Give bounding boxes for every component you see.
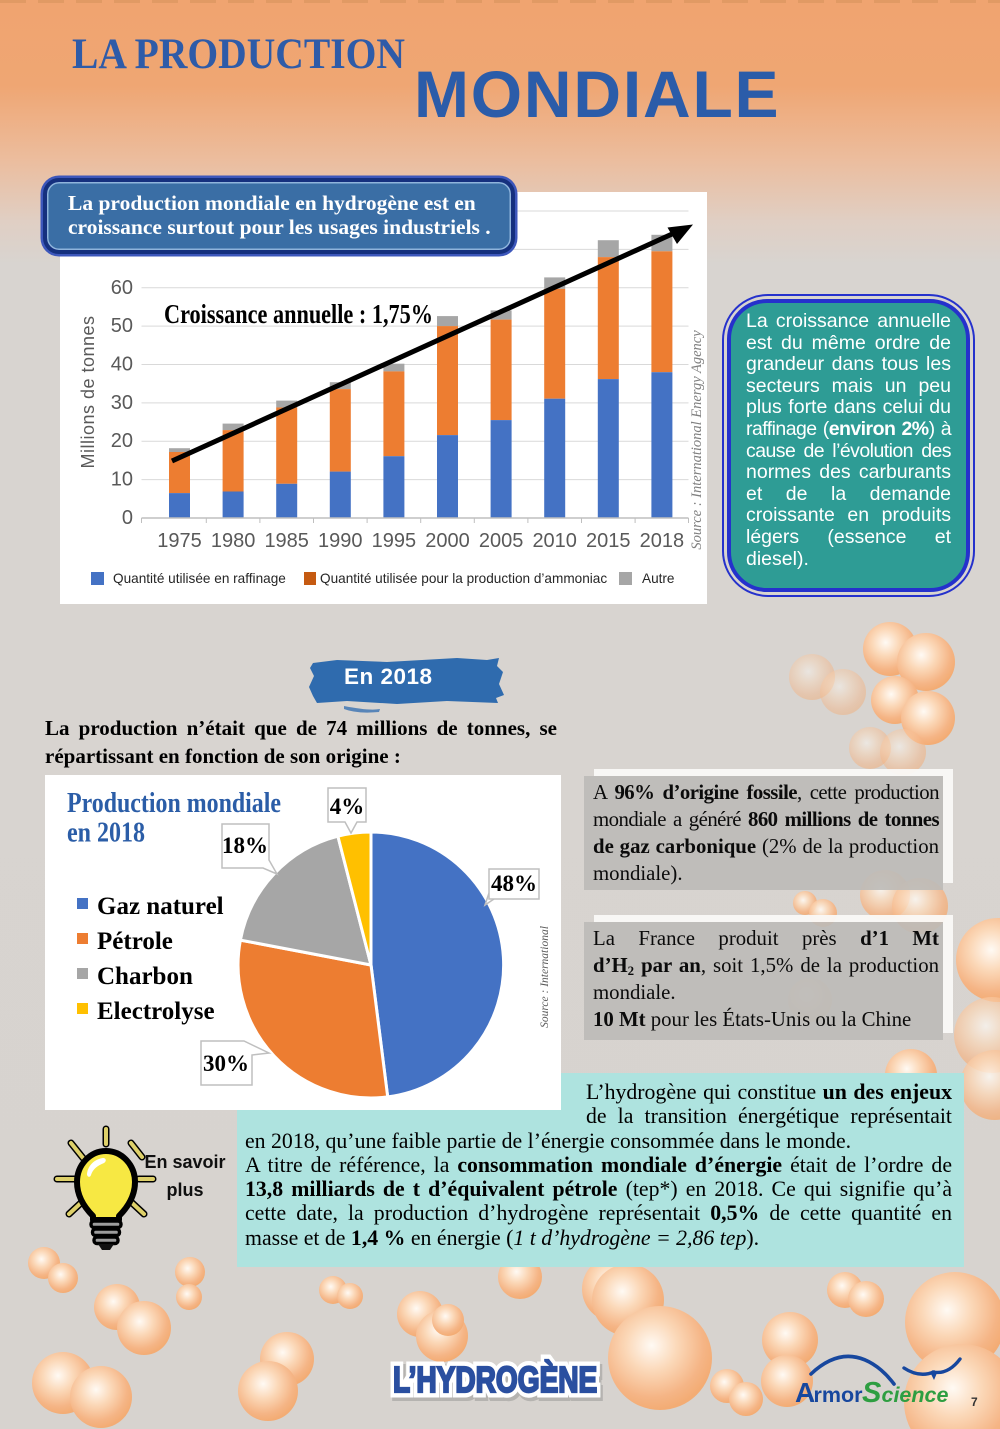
svg-text:10: 10 bbox=[111, 469, 133, 491]
svg-text:2010: 2010 bbox=[532, 530, 577, 552]
svg-text:Charbon: Charbon bbox=[97, 963, 193, 990]
svg-text:L’HYDROGÈNE: L’HYDROGÈNE bbox=[393, 1360, 597, 1400]
svg-text:60: 60 bbox=[111, 277, 133, 299]
svg-text:L’HYDROGÈNE: L’HYDROGÈNE bbox=[395, 1363, 599, 1403]
svg-text:50: 50 bbox=[111, 315, 133, 337]
svg-text:A: A bbox=[795, 1377, 815, 1408]
svg-text:Gaz naturel: Gaz naturel bbox=[97, 893, 224, 920]
svg-text:2018: 2018 bbox=[640, 530, 685, 552]
svg-text:rmor: rmor bbox=[814, 1383, 864, 1407]
svg-text:2005: 2005 bbox=[479, 530, 523, 552]
svg-text:1985: 1985 bbox=[264, 530, 309, 552]
svg-text:Quantité utilisée pour la prod: Quantité utilisée pour la production d’a… bbox=[320, 571, 607, 586]
svg-text:Autre: Autre bbox=[642, 571, 675, 586]
svg-text:Quantité utilisée en raffinage: Quantité utilisée en raffinage bbox=[113, 571, 286, 586]
svg-text:30%: 30% bbox=[203, 1051, 249, 1076]
svg-text:Source : International Energy: Source : International Energy Agency bbox=[689, 330, 705, 550]
svg-text:18%: 18% bbox=[222, 833, 268, 858]
svg-text:4%: 4% bbox=[330, 794, 365, 819]
svg-text:Electrolyse: Electrolyse bbox=[97, 998, 215, 1025]
svg-text:Source : International: Source : International bbox=[539, 926, 551, 1028]
svg-text:1990: 1990 bbox=[318, 530, 363, 552]
svg-text:Production mondiale: Production mondiale bbox=[67, 787, 281, 819]
svg-text:2015: 2015 bbox=[586, 530, 631, 552]
svg-text:20: 20 bbox=[111, 430, 133, 452]
svg-text:1980: 1980 bbox=[211, 530, 256, 552]
svg-text:1975: 1975 bbox=[157, 530, 202, 552]
svg-text:40: 40 bbox=[111, 354, 133, 376]
svg-text:S: S bbox=[862, 1377, 882, 1409]
svg-text:L’HYDROGÈNE: L’HYDROGÈNE bbox=[393, 1360, 597, 1400]
svg-text:Millions de tonnes: Millions de tonnes bbox=[78, 315, 98, 468]
svg-text:en 2018: en 2018 bbox=[67, 817, 145, 849]
svg-text:1995: 1995 bbox=[372, 530, 417, 552]
svg-text:Pétrole: Pétrole bbox=[97, 928, 173, 955]
svg-text:48%: 48% bbox=[491, 871, 537, 896]
svg-text:Croissance annuelle : 1,75%: Croissance annuelle : 1,75% bbox=[164, 298, 433, 329]
svg-text:2000: 2000 bbox=[425, 530, 470, 552]
svg-text:30: 30 bbox=[111, 392, 133, 414]
svg-text:0: 0 bbox=[122, 507, 133, 529]
svg-text:cience: cience bbox=[882, 1383, 949, 1407]
